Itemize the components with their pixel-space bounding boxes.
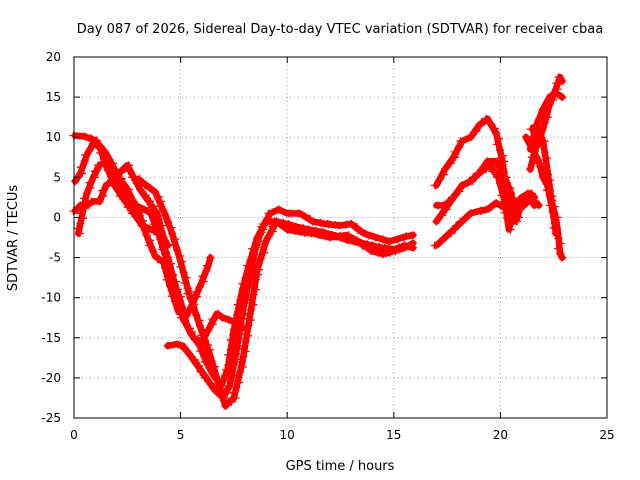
y-axis-title: SDTVAR / TECUs (6, 185, 21, 292)
y-tick-label: -5 (49, 251, 61, 265)
axis-ticks: 0 5 10 15 20 25 -25 -20 -15 -10 -5 0 5 10 15 20 (41, 50, 614, 442)
x-tick-label: 10 (280, 428, 295, 442)
plot-frame (73, 56, 608, 419)
data-series (163, 205, 417, 402)
data-series (433, 161, 539, 234)
data-series (69, 161, 172, 250)
series-line (433, 190, 532, 249)
x-axis-title: GPS time / hours (286, 459, 395, 474)
y-tick-label: -10 (41, 291, 61, 305)
data-series (134, 174, 417, 410)
series-markers (163, 205, 417, 402)
data-series (522, 133, 560, 238)
x-tick-label: 25 (599, 428, 614, 442)
series-markers (522, 133, 560, 238)
y-tick-label: -20 (41, 371, 61, 385)
data-series (430, 189, 533, 250)
series-markers (135, 174, 417, 410)
y-tick-label: -25 (41, 411, 61, 425)
y-tick-label: 0 (53, 210, 61, 224)
x-tick-label: 20 (493, 428, 508, 442)
data-layer (69, 73, 567, 410)
y-tick-label: 20 (46, 50, 61, 64)
y-tick-label: 5 (53, 170, 61, 184)
y-tick-label: -15 (41, 331, 61, 345)
series-markers (434, 161, 539, 234)
y-tick-label: 15 (46, 90, 61, 104)
chart-title: Day 087 of 2026, Sidereal Day-to-day VTE… (77, 22, 603, 37)
x-tick-label: 5 (177, 428, 185, 442)
y-tick-label: 10 (46, 130, 61, 144)
x-tick-label: 0 (70, 428, 78, 442)
x-tick-label: 15 (386, 428, 401, 442)
series-markers (430, 189, 533, 250)
